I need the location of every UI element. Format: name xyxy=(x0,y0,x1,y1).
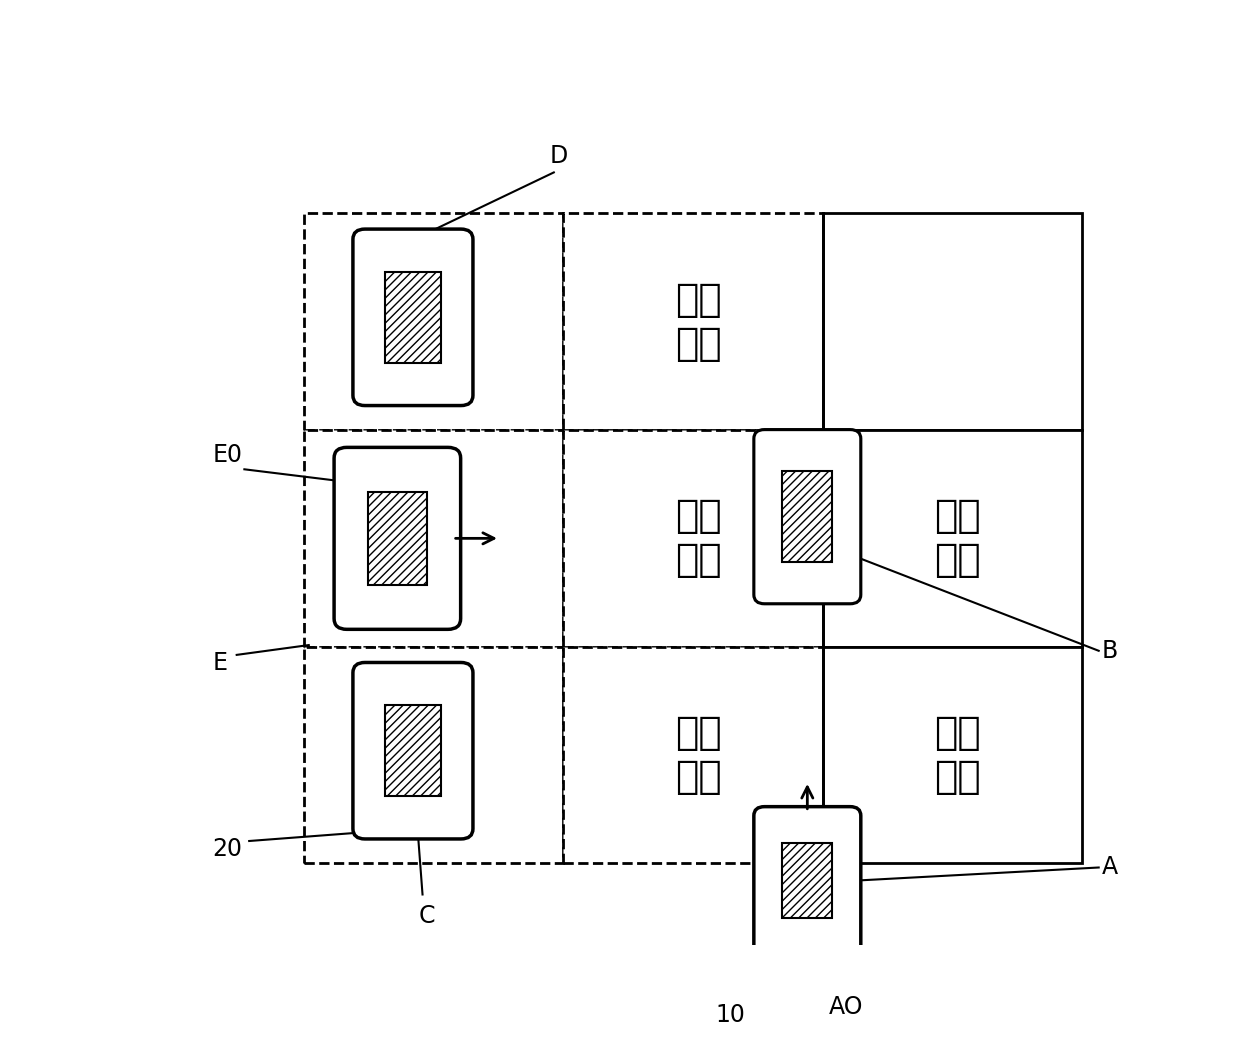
Text: C: C xyxy=(419,905,435,928)
FancyBboxPatch shape xyxy=(754,430,861,604)
Text: A: A xyxy=(1101,856,1117,879)
FancyBboxPatch shape xyxy=(353,229,472,406)
Bar xyxy=(823,213,1083,430)
Bar xyxy=(563,647,823,863)
Text: D: D xyxy=(549,144,568,168)
FancyBboxPatch shape xyxy=(334,447,460,630)
Bar xyxy=(368,492,427,585)
Bar xyxy=(782,843,832,919)
Text: 第一
笼车: 第一 笼车 xyxy=(935,714,981,796)
Bar xyxy=(823,647,1083,863)
Bar xyxy=(304,647,563,863)
Text: 10: 10 xyxy=(715,1003,745,1027)
Text: 第四
笼车: 第四 笼车 xyxy=(675,280,722,362)
Bar xyxy=(563,430,823,647)
Text: 第五
笼车: 第五 笼车 xyxy=(675,497,722,580)
Text: 第二
笼车: 第二 笼车 xyxy=(935,497,981,580)
Bar xyxy=(386,705,440,795)
Bar xyxy=(386,272,440,362)
Bar xyxy=(304,430,563,647)
Bar xyxy=(823,430,1083,647)
Bar xyxy=(304,213,563,430)
Bar xyxy=(782,472,832,562)
Text: 20: 20 xyxy=(213,837,243,861)
Text: AO: AO xyxy=(828,995,863,1018)
FancyBboxPatch shape xyxy=(754,807,861,955)
Text: B: B xyxy=(1101,639,1117,663)
FancyBboxPatch shape xyxy=(353,663,472,839)
Text: E: E xyxy=(213,651,228,674)
Text: 第三
笼车: 第三 笼车 xyxy=(675,714,722,796)
Text: E0: E0 xyxy=(213,443,243,467)
Bar xyxy=(563,213,823,430)
